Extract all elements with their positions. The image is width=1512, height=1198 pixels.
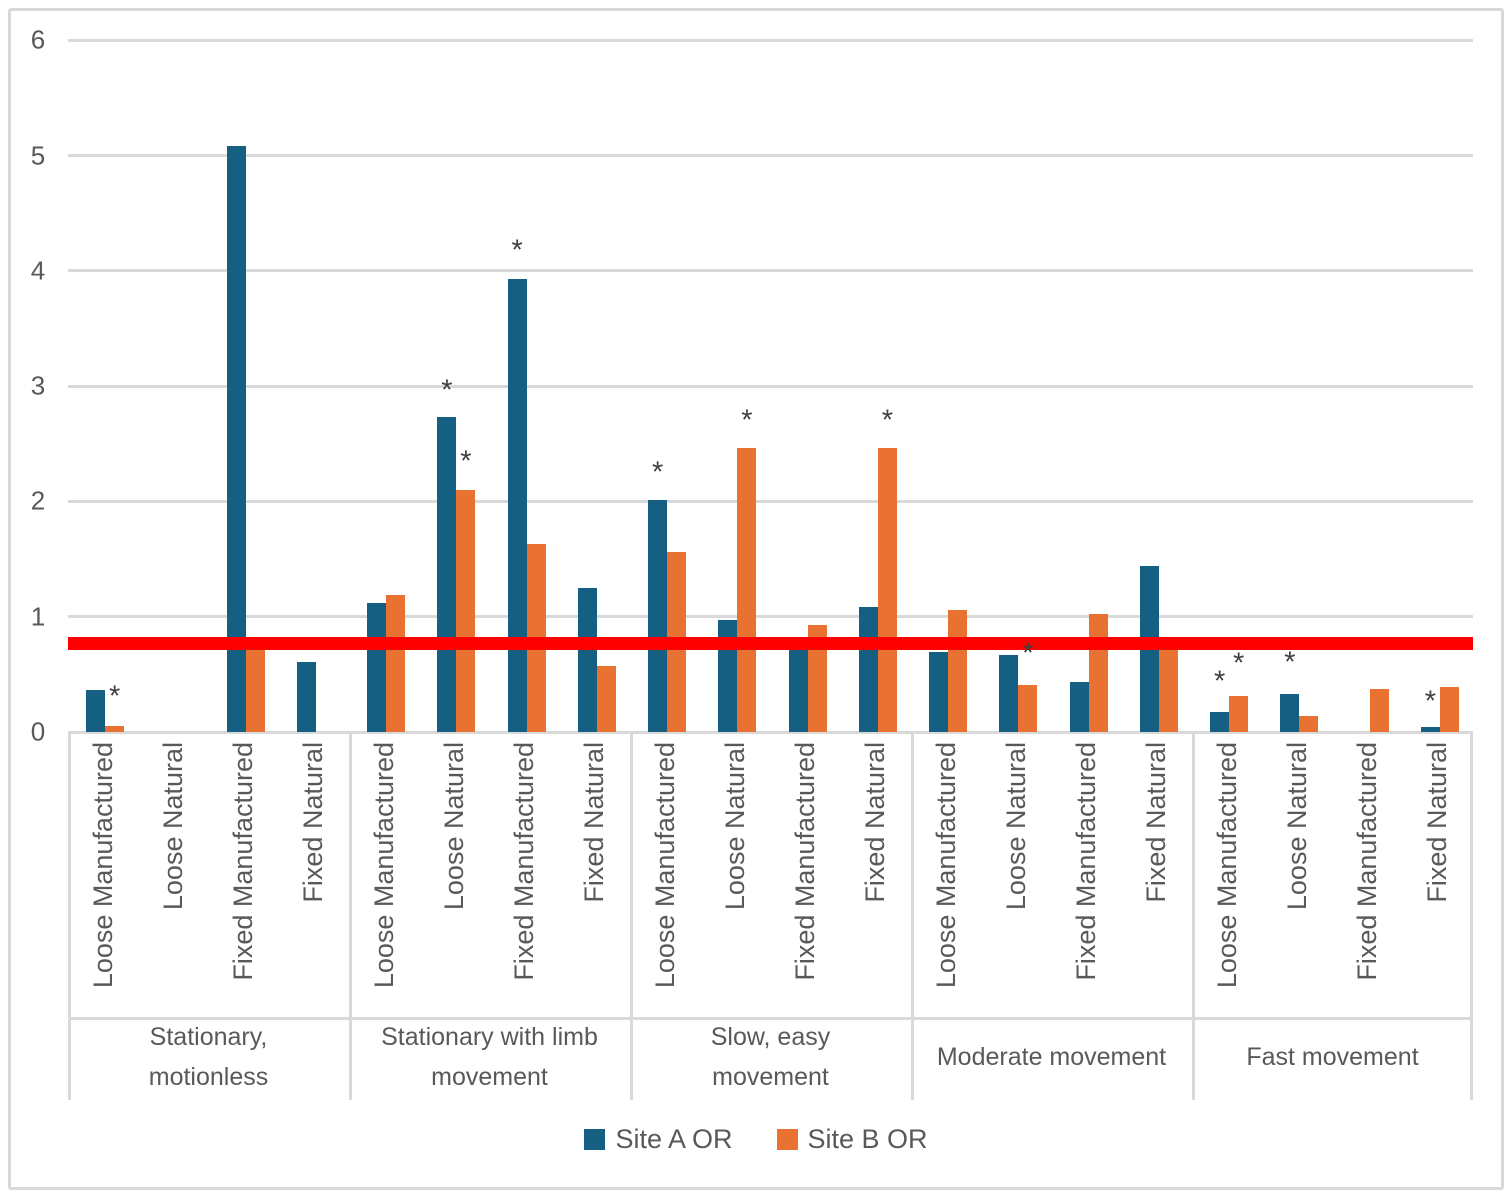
category-label: Fixed Natural xyxy=(1141,742,1172,903)
category-label: Fixed Natural xyxy=(1422,742,1453,903)
category-label: Fixed Natural xyxy=(860,742,891,903)
bar-site-b-g1-c3 xyxy=(245,647,265,732)
bar-site-b-g3-c3 xyxy=(807,624,827,732)
significance-asterisk: * xyxy=(460,445,472,478)
group-separator xyxy=(349,732,352,1100)
group-separator xyxy=(1192,732,1195,1100)
category-label: Loose Natural xyxy=(1000,742,1031,911)
y-axis-tick-label: 6 xyxy=(30,24,46,55)
group-separator xyxy=(1470,732,1473,1100)
category-label: Fixed Manufactured xyxy=(1352,742,1383,981)
bar-site-a-g4-c1 xyxy=(929,652,949,732)
category-label: Loose Manufactured xyxy=(930,742,961,989)
x-axis-line xyxy=(68,730,1473,734)
bar-site-b-g5-c4 xyxy=(1439,687,1459,732)
y-axis-tick-label: 1 xyxy=(30,601,46,632)
category-label: Loose Manufactured xyxy=(368,742,399,989)
category-label: Fixed Manufactured xyxy=(1071,742,1102,981)
legend-item-site-a: Site A OR xyxy=(584,1124,733,1155)
group-label: Stationary, motionless xyxy=(148,1023,269,1091)
bar-site-b-g2-c4 xyxy=(596,666,616,732)
legend-label-site-b: Site B OR xyxy=(807,1124,928,1154)
category-label: Fixed Natural xyxy=(298,742,329,903)
significance-asterisk: * xyxy=(741,404,753,437)
bar-site-b-g3-c2 xyxy=(737,448,757,732)
gridline-y-6 xyxy=(68,38,1473,42)
category-label: Loose Natural xyxy=(719,742,750,911)
bar-site-a-g2-c1 xyxy=(367,602,387,732)
significance-asterisk: * xyxy=(441,374,453,407)
bar-site-a-g5-c1 xyxy=(1210,712,1230,732)
significance-asterisk: * xyxy=(1213,665,1226,698)
significance-asterisk: * xyxy=(651,456,664,489)
group-separator xyxy=(68,732,71,1100)
bar-site-a-g3-c3 xyxy=(788,648,808,732)
gridline-y-5 xyxy=(68,154,1473,157)
y-axis-tick-label: 2 xyxy=(30,485,46,516)
group-label: Moderate movement xyxy=(936,1043,1167,1071)
group-label: Slow, easy movement xyxy=(710,1023,831,1091)
y-axis-tick-label: 5 xyxy=(30,140,46,170)
bar-site-a-g2-c3 xyxy=(507,278,527,732)
group-separator xyxy=(630,732,633,1100)
category-label: Loose Natural xyxy=(1281,742,1312,911)
group-label: Fast movement xyxy=(1246,1043,1419,1071)
category-row-separator xyxy=(68,1016,1473,1020)
bar-site-b-g5-c1 xyxy=(1229,696,1249,732)
bar-site-b-g4-c1 xyxy=(948,609,968,732)
legend-label-site-a: Site A OR xyxy=(615,1124,733,1154)
category-label: Loose Natural xyxy=(157,742,188,911)
significance-asterisk: * xyxy=(108,680,121,713)
category-label: Loose Natural xyxy=(438,742,469,911)
bar-site-a-g5-c4 xyxy=(1420,727,1440,732)
significance-asterisk: * xyxy=(881,404,894,437)
category-label: Fixed Manufactured xyxy=(228,742,259,981)
group-label: Stationary with limb movement xyxy=(381,1023,598,1091)
significance-asterisk: * xyxy=(1232,647,1245,680)
category-label: Fixed Manufactured xyxy=(790,742,821,981)
bar-site-a-g2-c4 xyxy=(577,587,597,732)
bar-site-a-g4-c2 xyxy=(999,654,1019,732)
category-label: Loose Manufactured xyxy=(1211,742,1242,989)
bar-site-a-g3-c1 xyxy=(648,500,668,732)
y-axis-tick-label: 4 xyxy=(30,255,46,286)
y-axis-tick-label: 3 xyxy=(30,370,46,401)
category-label: Loose Manufactured xyxy=(649,742,680,989)
group-separator xyxy=(911,732,914,1100)
significance-asterisk: * xyxy=(1284,646,1296,679)
gridline-y-2 xyxy=(68,499,1473,503)
bar-site-b-g2-c2 xyxy=(456,489,476,732)
bar-site-b-g5-c2 xyxy=(1299,715,1319,732)
gridline-y-3 xyxy=(68,384,1473,388)
category-label: Fixed Natural xyxy=(579,742,610,903)
legend-swatch-site-a xyxy=(584,1129,606,1150)
y-axis-tick-label: 0 xyxy=(30,716,46,747)
gridline-y-1 xyxy=(68,615,1473,619)
bar-site-a-g1-c3 xyxy=(226,146,246,732)
significance-asterisk: * xyxy=(1022,637,1034,670)
bar-site-b-g3-c4 xyxy=(877,448,897,732)
gridline-y-4 xyxy=(68,269,1473,273)
bar-site-b-g4-c3 xyxy=(1088,614,1108,732)
bar-site-b-g1-c1 xyxy=(105,726,125,732)
category-label: Loose Manufactured xyxy=(87,742,118,989)
reference-line xyxy=(68,636,1473,650)
legend: Site A OR Site B OR xyxy=(0,1124,1512,1155)
bar-site-a-g3-c4 xyxy=(858,607,878,732)
bar-site-b-g4-c2 xyxy=(1018,684,1038,732)
bar-site-a-g5-c2 xyxy=(1280,693,1300,732)
bar-site-a-g4-c3 xyxy=(1069,682,1089,732)
legend-item-site-b: Site B OR xyxy=(776,1124,928,1155)
bar-site-b-g2-c1 xyxy=(386,594,406,732)
bar-site-b-g4-c4 xyxy=(1158,646,1178,732)
bar-site-a-g2-c2 xyxy=(437,417,457,732)
bar-site-a-g1-c4 xyxy=(296,661,316,732)
bar-site-a-g1-c1 xyxy=(86,690,106,732)
significance-asterisk: * xyxy=(1424,685,1437,718)
bar-site-b-g5-c3 xyxy=(1369,689,1389,732)
category-label: Fixed Manufactured xyxy=(509,742,540,981)
legend-swatch-site-b xyxy=(776,1129,798,1150)
significance-asterisk: * xyxy=(511,234,523,267)
